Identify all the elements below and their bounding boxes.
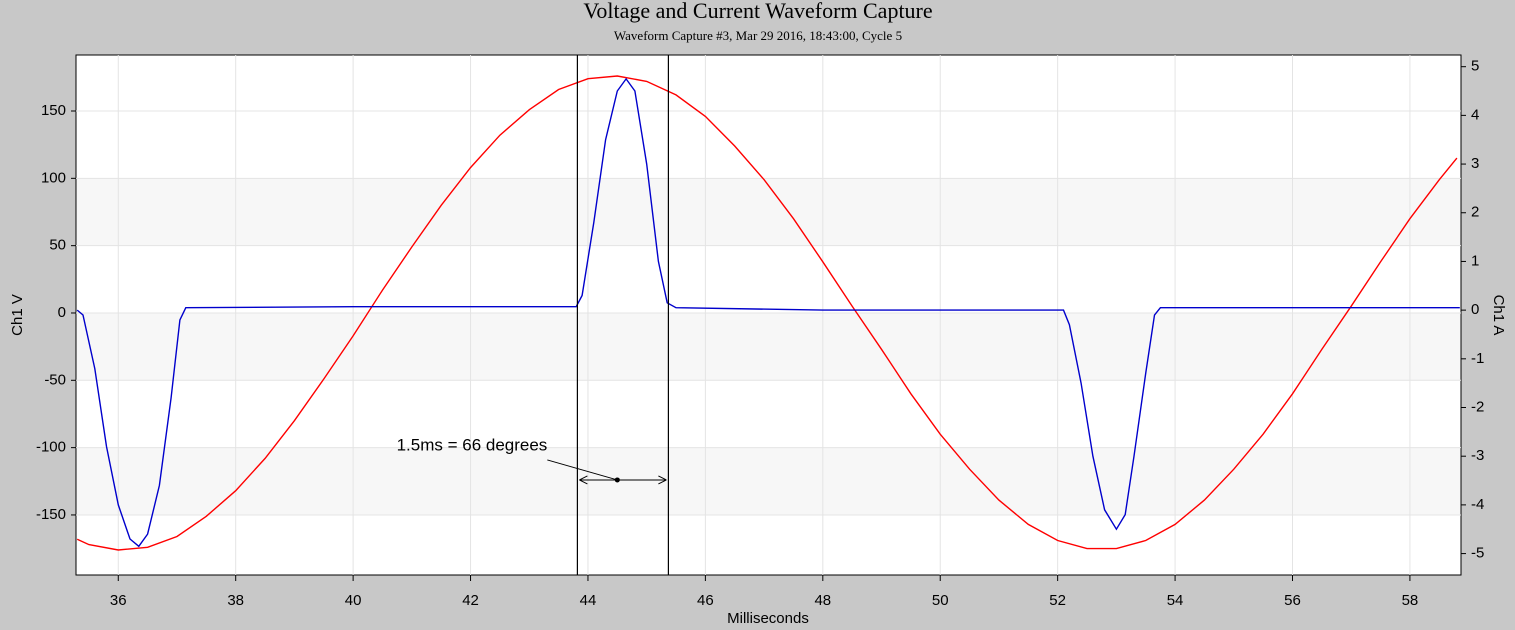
chart-title: Voltage and Current Waveform Capture (583, 0, 932, 23)
y2-axis-label: Ch1 A (1490, 295, 1507, 336)
series-line (76, 77, 1460, 548)
x-tick-label: 42 (462, 592, 479, 609)
y-tick-label: 50 (49, 237, 66, 254)
y-tick-label: -150 (36, 506, 66, 523)
series-line (76, 75, 1458, 551)
y2-tick-label: -5 (1471, 545, 1484, 562)
arrow-head (579, 475, 667, 485)
y-tick-label: 100 (41, 169, 66, 186)
y-tick-label: 0 (58, 304, 66, 321)
y2-tick-label: 1 (1471, 252, 1479, 269)
y2-tick-label: 5 (1471, 58, 1479, 75)
y2-tick-label: -3 (1471, 447, 1484, 464)
x-tick-label: 38 (227, 592, 244, 609)
grid-band (77, 178, 1460, 246)
y2-tick-label: -4 (1471, 496, 1484, 513)
y2-tick-label: 4 (1471, 106, 1479, 123)
y-tick-label: -100 (36, 439, 66, 456)
y-tick-label: 150 (41, 102, 66, 119)
x-tick-label: 40 (345, 592, 362, 609)
x-tick-label: 58 (1402, 592, 1419, 609)
y2-tick-label: -1 (1471, 350, 1484, 367)
chart-subtitle: Waveform Capture #3, Mar 29 2016, 18:43:… (614, 28, 902, 43)
x-axis-label: Milliseconds (727, 610, 809, 627)
annotation-text: 1.5ms = 66 degrees (397, 435, 548, 454)
y2-tick-label: 2 (1471, 204, 1479, 221)
grid-band (77, 312, 1460, 381)
x-tick-label: 48 (814, 592, 831, 609)
y2-tick-label: -2 (1471, 398, 1484, 415)
x-tick-label: 54 (1167, 592, 1184, 609)
grid-band (77, 447, 1460, 515)
x-tick-label: 36 (110, 592, 127, 609)
x-tick-label: 44 (580, 592, 597, 609)
y-tick-label: -50 (44, 371, 66, 388)
x-tick-label: 46 (697, 592, 714, 609)
annotation-leader (547, 459, 618, 481)
y2-tick-label: 3 (1471, 155, 1479, 172)
x-tick-label: 50 (932, 592, 949, 609)
x-tick-label: 56 (1284, 592, 1301, 609)
y-axis-label: Ch1 V (9, 294, 26, 336)
x-tick-label: 52 (1049, 592, 1066, 609)
y2-tick-label: 0 (1471, 301, 1479, 318)
